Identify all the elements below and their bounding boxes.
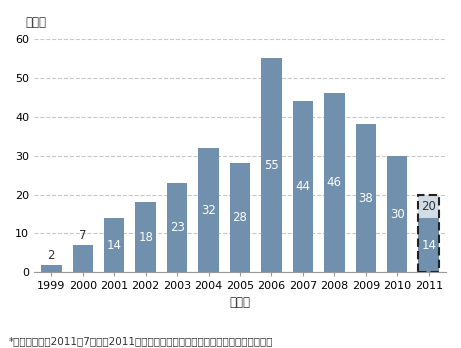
Text: （件）: （件） (26, 16, 47, 29)
Text: 18: 18 (138, 231, 153, 244)
Bar (355, 125, 376, 272)
Text: 30: 30 (390, 207, 405, 221)
Bar (293, 101, 313, 272)
Bar (198, 148, 219, 272)
Text: 14: 14 (106, 239, 122, 252)
Bar (324, 93, 344, 272)
Bar (136, 202, 156, 272)
Text: 20: 20 (421, 200, 436, 213)
Bar (72, 245, 93, 272)
Bar (104, 218, 124, 272)
Text: *点線部分は、2011年7月以降2011年末までに持株会社化移行を公表している会社数: *点線部分は、2011年7月以降2011年末までに持株会社化移行を公表している会… (9, 336, 274, 346)
Text: 44: 44 (296, 180, 310, 193)
Text: 2: 2 (47, 248, 55, 262)
Bar (230, 163, 250, 272)
Text: 55: 55 (264, 159, 279, 172)
Bar (387, 156, 408, 272)
Text: 32: 32 (201, 204, 216, 216)
Bar (261, 58, 282, 272)
Text: 46: 46 (327, 176, 342, 189)
Bar (419, 218, 439, 272)
Text: 23: 23 (170, 221, 184, 234)
X-axis label: （年）: （年） (230, 296, 250, 309)
Text: 7: 7 (79, 229, 87, 242)
Text: 14: 14 (421, 239, 436, 252)
Bar (419, 195, 439, 272)
Bar (419, 195, 439, 272)
Text: 28: 28 (232, 211, 248, 224)
Bar (41, 265, 61, 272)
Text: 38: 38 (358, 192, 373, 205)
Bar (167, 183, 187, 272)
